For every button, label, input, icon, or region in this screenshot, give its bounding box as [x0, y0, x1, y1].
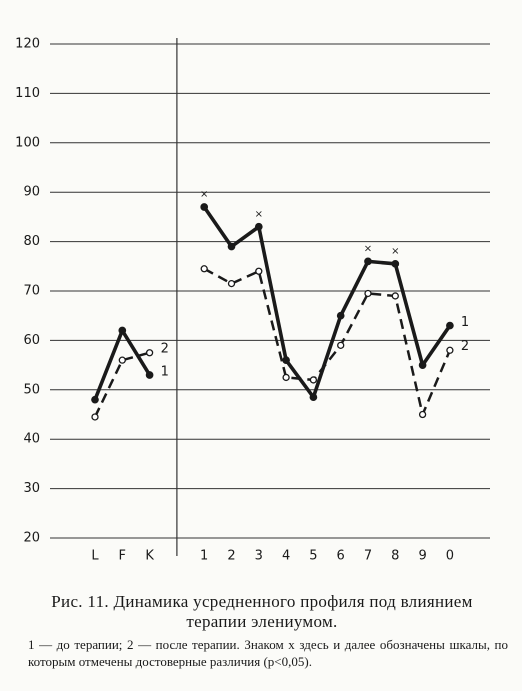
data-point	[91, 413, 99, 421]
data-point	[309, 393, 318, 402]
y-tick-label: 30	[23, 481, 40, 496]
significance-mark: ×	[391, 246, 399, 257]
data-point	[118, 356, 126, 364]
significance-mark: ×	[200, 189, 208, 200]
chart-note: 1 — до терапии; 2 — после терапии. Знако…	[28, 637, 508, 669]
significance-mark: ×	[364, 243, 372, 254]
data-point	[391, 259, 400, 268]
data-point	[255, 267, 263, 275]
y-tick-label: 50	[23, 382, 40, 397]
y-tick-label: 70	[23, 284, 40, 299]
data-point	[309, 376, 318, 384]
data-point	[118, 326, 127, 335]
x-tick-label: 3	[255, 549, 263, 564]
x-tick-label: L	[91, 549, 99, 564]
y-tick-label: 20	[23, 531, 40, 546]
data-point	[227, 279, 236, 288]
data-point	[391, 292, 399, 300]
x-tick-label: 2	[227, 549, 235, 564]
y-tick-label: 100	[15, 135, 40, 150]
series-line	[93, 205, 452, 401]
data-point	[364, 257, 372, 266]
x-tick-label: 1	[200, 549, 208, 564]
x-tick-label: 0	[446, 549, 454, 564]
x-tick-label: 6	[337, 549, 345, 564]
x-tick-label: 9	[418, 549, 426, 564]
data-point	[227, 242, 236, 251]
data-point	[145, 349, 154, 357]
data-point	[364, 289, 372, 298]
x-tick-label: 8	[391, 549, 399, 564]
series-label: 1	[461, 315, 469, 330]
y-tick-label: 60	[23, 333, 40, 348]
data-point	[91, 395, 99, 404]
data-point	[418, 410, 427, 419]
series-label: 2	[161, 341, 169, 356]
y-tick-label: 40	[23, 432, 40, 447]
y-tick-label: 80	[23, 234, 40, 249]
series-label: 2	[461, 339, 469, 354]
data-point	[254, 222, 263, 231]
data-point	[336, 311, 345, 320]
data-point	[418, 361, 427, 369]
y-tick-label: 90	[23, 185, 40, 200]
x-tick-label: F	[119, 549, 126, 564]
y-tick-label: 120	[15, 37, 40, 52]
x-tick-label: 4	[282, 549, 290, 564]
series-line	[93, 267, 452, 418]
data-point	[282, 373, 290, 382]
x-tick-label: 7	[364, 549, 372, 564]
x-tick-label: K	[145, 549, 154, 564]
y-tick-label: 110	[15, 86, 40, 101]
x-tick-label: 5	[309, 549, 317, 564]
significance-mark: ×	[255, 209, 263, 220]
data-point	[145, 371, 154, 379]
data-point	[446, 321, 454, 330]
series-label: 1	[161, 364, 169, 379]
data-point	[200, 265, 208, 273]
data-point	[446, 346, 454, 354]
chart-title: Рис. 11. Динамика усредненного профиля п…	[51, 592, 473, 631]
data-point	[200, 203, 209, 211]
data-point	[337, 341, 345, 349]
data-point	[282, 356, 290, 365]
